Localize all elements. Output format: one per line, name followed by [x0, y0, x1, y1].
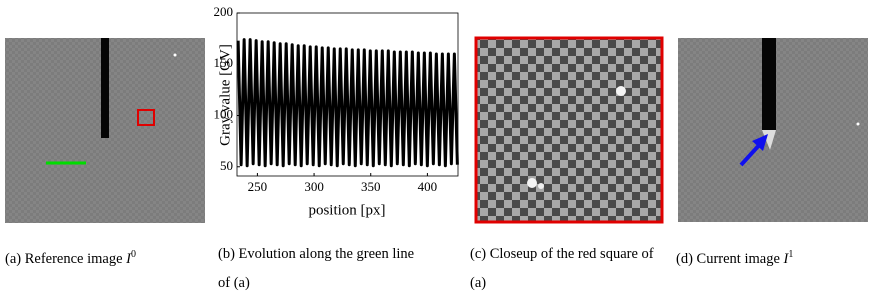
reference-image [5, 38, 205, 223]
x-axis-label: position [px] [308, 202, 385, 218]
y-tick-label: 200 [214, 4, 234, 19]
closeup-image [476, 38, 662, 222]
x-tick-label: 400 [418, 179, 438, 194]
superscript: 1 [788, 249, 793, 260]
x-tick-label: 350 [361, 179, 381, 194]
page: Gray value [GV] position [px] 2503003504… [0, 0, 872, 296]
y-tick-label: 150 [214, 55, 234, 70]
caption-text: (c) Closeup of the red square of (a) [470, 246, 654, 291]
caption-text: (b) Evolution along the green line of (a… [218, 246, 414, 291]
current-image [678, 38, 868, 222]
caption-text: (d) Current image [676, 251, 780, 267]
caption: (c) Closeup of the red square of (a) [470, 240, 670, 298]
superscript: 0 [131, 249, 136, 260]
caption: (d) Current image I1 [676, 240, 872, 274]
x-tick-label: 250 [248, 179, 268, 194]
y-tick-label: 50 [220, 158, 233, 173]
x-tick-label: 300 [304, 179, 324, 194]
caption: (a) Reference image I0 [5, 240, 205, 274]
caption: (b) Evolution along the green line of (a… [218, 240, 418, 298]
y-tick-label: 100 [214, 107, 234, 122]
caption-text: (a) Reference image [5, 251, 123, 267]
